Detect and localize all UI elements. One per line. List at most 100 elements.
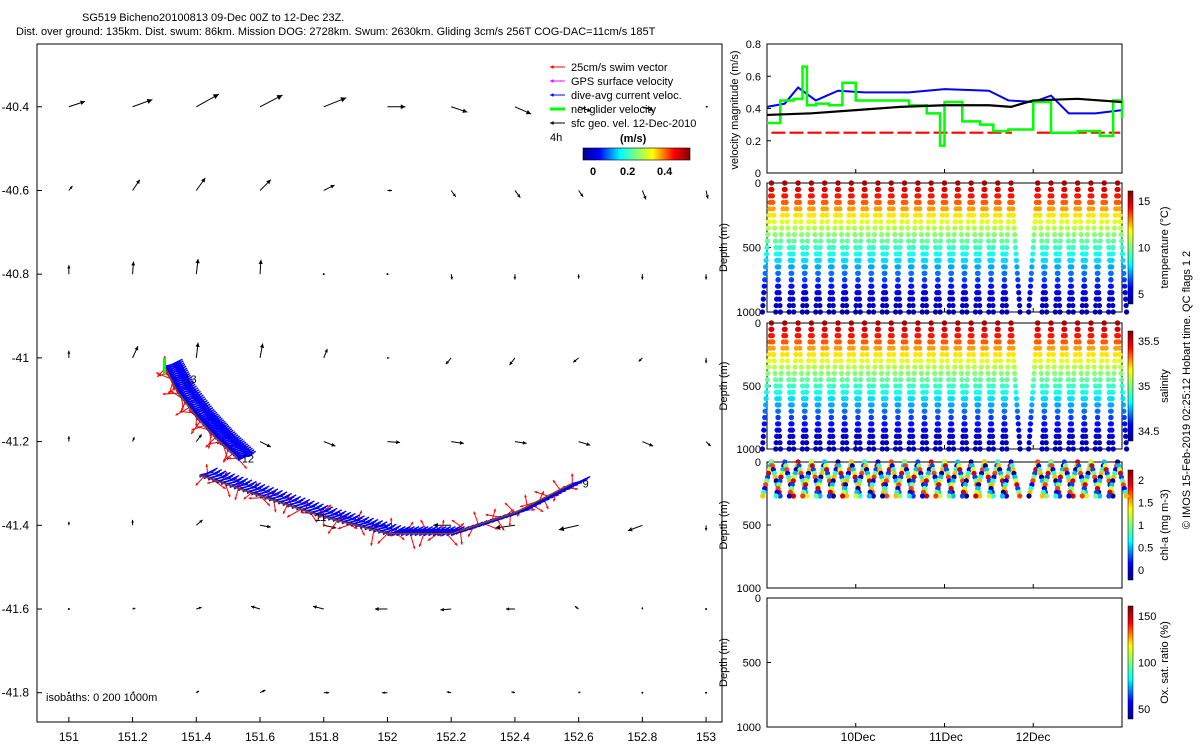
profile-point [933, 244, 939, 251]
profile-point [974, 427, 980, 433]
profile-point [822, 186, 828, 193]
profile-point [1004, 232, 1011, 238]
map-xtick-label: 152.8 [627, 730, 657, 744]
profile-point [1095, 408, 1101, 414]
profile-point [956, 199, 962, 205]
profile-point [864, 351, 870, 358]
profile-point [813, 383, 819, 389]
profile-point [1044, 377, 1050, 383]
profile-point [956, 193, 962, 199]
profile-point [919, 377, 925, 383]
profile-point [929, 326, 935, 332]
map-xtick-label: 152.4 [500, 730, 530, 744]
profile-point [1013, 251, 1019, 257]
profile-point [906, 309, 912, 315]
legend-swatch-head [550, 121, 554, 125]
profile-point [979, 351, 985, 358]
dac-vector [185, 394, 204, 405]
profile-point [1001, 277, 1007, 283]
profile-point [918, 225, 924, 231]
profile-point [936, 389, 943, 395]
profile-point [999, 377, 1005, 383]
profile-point [1026, 309, 1032, 315]
profile-point [801, 290, 807, 296]
profile-point [1051, 358, 1057, 364]
profile-point [1122, 283, 1128, 289]
profile-point [986, 302, 992, 309]
profile-point [942, 326, 948, 332]
profile-point [1082, 408, 1088, 414]
profile-point [824, 358, 830, 364]
profile-point [806, 358, 812, 364]
profile-point [893, 302, 899, 309]
profile-point [870, 493, 876, 499]
profile-point [964, 309, 970, 315]
profile-point [955, 180, 961, 186]
profile-point [831, 370, 838, 376]
profile-point [813, 493, 819, 499]
profile-point [792, 358, 798, 364]
profile-point [973, 493, 979, 499]
profile-point [844, 383, 850, 389]
profile-point [1112, 351, 1118, 358]
profile-point [1027, 290, 1033, 296]
swim-vector-head [545, 506, 549, 510]
profile-point [1123, 440, 1129, 446]
swim-vector-head [377, 540, 381, 544]
profile-point [1017, 302, 1023, 309]
profile-point [1083, 244, 1090, 251]
profile-point [813, 309, 819, 315]
profile-point [1003, 383, 1010, 389]
profile-point [920, 302, 926, 309]
geo-vector-head [196, 690, 200, 694]
profile-point [1057, 446, 1063, 452]
profile-point [1122, 427, 1128, 433]
profile-point [896, 264, 902, 270]
profile-point [1104, 358, 1110, 364]
geo-vector-head [446, 691, 450, 694]
profile-point [1030, 389, 1036, 395]
profile-point [934, 290, 940, 296]
profile-point [1063, 339, 1069, 345]
profile-point [1111, 364, 1118, 370]
profile-point [1048, 180, 1054, 186]
profile-point [811, 358, 817, 364]
geo-vector-head [67, 521, 71, 525]
geo-vector-head [452, 193, 456, 197]
profile-point [1014, 270, 1020, 276]
profile-point [799, 377, 805, 383]
profile-point [1052, 446, 1058, 452]
profile-point [1043, 251, 1049, 257]
profile-point [1051, 219, 1057, 225]
profile-point [982, 326, 988, 332]
profile-point [987, 421, 994, 427]
profile-point [894, 421, 900, 427]
profile-point [1118, 370, 1124, 376]
profile-point [1042, 264, 1048, 270]
profile-point [1058, 232, 1064, 238]
profile-point [998, 364, 1004, 370]
profile-point [992, 364, 998, 370]
profile-point [890, 339, 896, 345]
profile-point [939, 351, 945, 358]
profile-point [873, 351, 879, 358]
profile-point [792, 364, 798, 370]
profile-point [815, 270, 821, 276]
profile-point [1120, 264, 1127, 270]
geo-vector-head [640, 276, 644, 280]
profile-point [1123, 493, 1129, 499]
dac-vector [186, 396, 206, 407]
profile-point [1039, 302, 1046, 309]
profile-point [839, 232, 845, 238]
profile-point [988, 408, 995, 414]
profile-point [912, 358, 918, 364]
profile-point [1110, 383, 1116, 389]
profile-point [951, 232, 957, 238]
profile-point [1045, 358, 1051, 364]
profile-point [882, 408, 888, 414]
profile-point [840, 433, 846, 439]
profile-point [951, 370, 957, 376]
geo-vector-head [705, 105, 708, 108]
